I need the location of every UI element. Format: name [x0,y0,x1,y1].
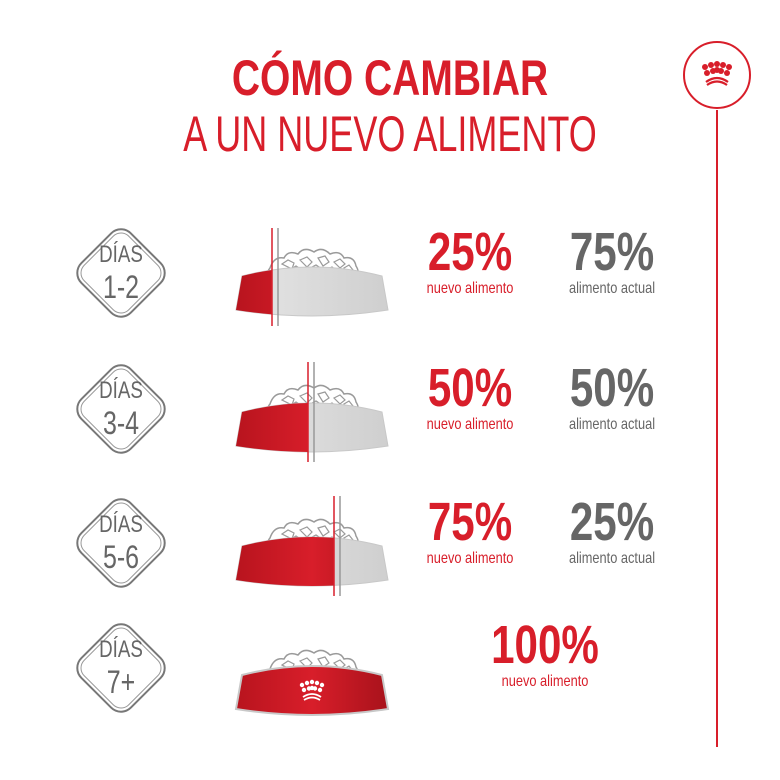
bowl-25-percent-icon [235,228,389,326]
days-diamond-badge [76,228,166,318]
bowl-100-percent-icon [234,649,390,716]
current-food-percentage: 75% alimento actual [568,222,656,297]
new-food-percentage: 75% nuevo alimento [426,492,514,567]
days-diamond-badge [76,364,166,454]
vertical-divider-line [716,110,718,747]
days-range: 5-6 [102,539,140,575]
transition-row-days-3-4: DÍAS 3-4 50% nuevo alimento 50% alimento… [0,348,780,478]
bowl-50-percent-icon [235,362,389,462]
days-label: DÍAS [99,511,143,538]
new-food-percentage: 100% nuevo alimento [491,615,599,690]
transition-row-days-5-6: DÍAS 5-6 75% nuevo alimento 25% alimento… [0,482,780,612]
page-title-line2: A UN NUEVO ALIMENTO [183,106,597,162]
new-food-percentage: 25% nuevo alimento [426,222,514,297]
days-label: DÍAS [99,377,143,404]
crown-icon [682,40,752,110]
days-range: 7+ [106,664,136,700]
current-food-percentage: 50% alimento actual [568,358,656,433]
bowl-75-percent-icon [235,496,389,596]
days-range: 1-2 [102,269,140,305]
transition-row-days-7-plus: DÍAS 7+ 100% nuevo alimento [0,607,780,737]
current-food-percentage: 25% alimento actual [568,492,656,567]
transition-row-days-1-2: DÍAS 1-2 25% nuevo alimento 75% alimento… [0,212,780,342]
days-label: DÍAS [99,636,143,663]
crown-icon [299,679,325,693]
new-food-percentage: 50% nuevo alimento [426,358,514,433]
days-diamond-badge [76,498,166,588]
days-diamond-badge [76,623,166,713]
days-range: 3-4 [102,405,140,441]
page-title-line1: CÓMO CAMBIAR [231,50,549,106]
days-label: DÍAS [99,241,143,268]
